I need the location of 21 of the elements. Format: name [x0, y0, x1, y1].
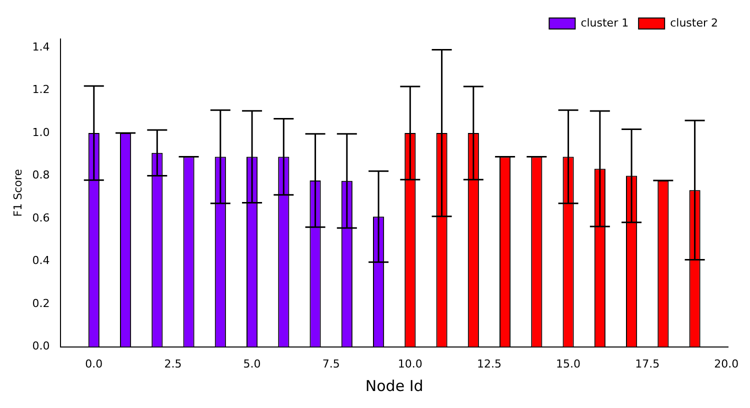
legend-label: cluster 1 — [580, 16, 629, 30]
x-tick-label: 2.5 — [164, 357, 182, 370]
x-tick-label: 17.5 — [635, 357, 660, 370]
x-tick-label: 7.5 — [322, 357, 340, 370]
y-tick-label: 1.2 — [32, 83, 50, 96]
x-axis-title: Node Id — [365, 376, 424, 395]
x-tick-label: 0.0 — [85, 357, 103, 370]
y-axis-title: F1 Score — [11, 168, 24, 217]
x-tick-label: 20.0 — [714, 357, 739, 370]
y-tick-label: 0.2 — [32, 296, 50, 310]
y-tick-label: 0.6 — [32, 211, 50, 224]
y-tick-label: 1.0 — [32, 126, 50, 139]
y-tick-label: 0.0 — [32, 340, 50, 353]
y-tick-label: 0.8 — [32, 168, 50, 182]
x-tick-label: 12.5 — [476, 357, 502, 370]
x-tick-label: 15.0 — [556, 357, 581, 370]
x-tick-label: 5.0 — [243, 357, 261, 370]
y-tick-label: 0.4 — [32, 254, 50, 268]
y-tick-label: 1.4 — [32, 40, 50, 54]
legend-label: cluster 2 — [670, 16, 718, 30]
x-tick-label: 10.0 — [398, 357, 422, 370]
